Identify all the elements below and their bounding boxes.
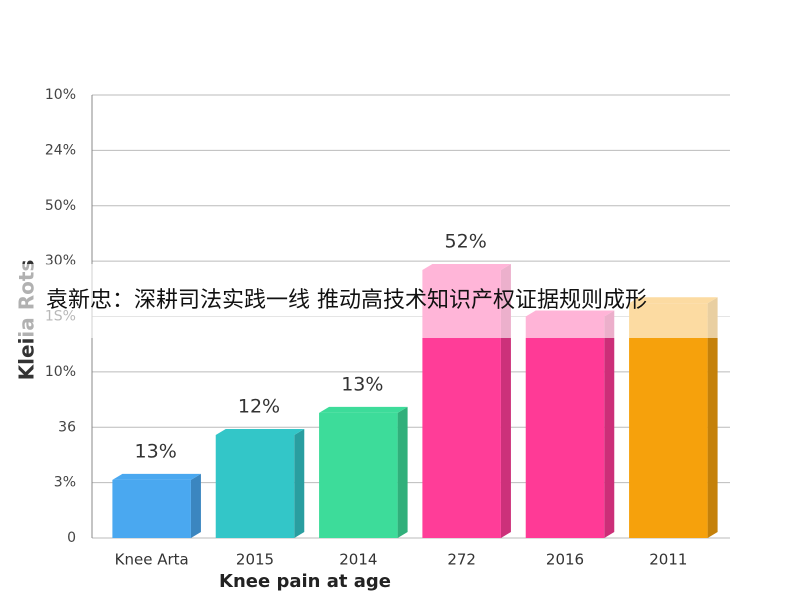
annotation: 13% (341, 373, 383, 395)
banner-bg (0, 264, 800, 338)
bar-side (294, 429, 305, 538)
bar (629, 303, 708, 538)
bar-top (319, 406, 408, 413)
x-tick-label: 2014 (339, 551, 377, 569)
annotation: 52% (445, 230, 487, 252)
bar (112, 479, 191, 538)
x-tick-label: Knee Arta (115, 551, 189, 569)
bar (525, 316, 605, 538)
bar-side (707, 297, 718, 538)
y-tick-label: 36 (58, 419, 76, 435)
y-tick-label: 50% (45, 198, 76, 214)
x-tick-label: 2015 (236, 551, 274, 569)
x-tick-label: 272 (447, 551, 476, 569)
bar-top (215, 429, 305, 436)
y-tick-label: 0 (67, 530, 76, 546)
bar-side (397, 406, 408, 538)
bar (215, 435, 295, 538)
bar-side (604, 310, 615, 538)
annotation: 12% (238, 396, 280, 418)
y-tick-label: 10% (45, 87, 76, 103)
annotation: 13% (135, 440, 177, 462)
x-tick-label: 2011 (649, 551, 687, 569)
y-tick-label: 3% (54, 475, 76, 491)
bar-top (112, 473, 201, 480)
bar (319, 412, 398, 538)
y-tick-label: 24% (45, 142, 76, 158)
y-tick-label: 10% (45, 364, 76, 380)
x-tick-label: 2016 (546, 551, 584, 569)
x-axis-label: Knee pain at age (219, 571, 391, 592)
bar-side (190, 473, 201, 538)
banner-text: 袁新忠：深耕司法实践一线 推动高技术知识产权证据规则成形 (46, 288, 647, 313)
